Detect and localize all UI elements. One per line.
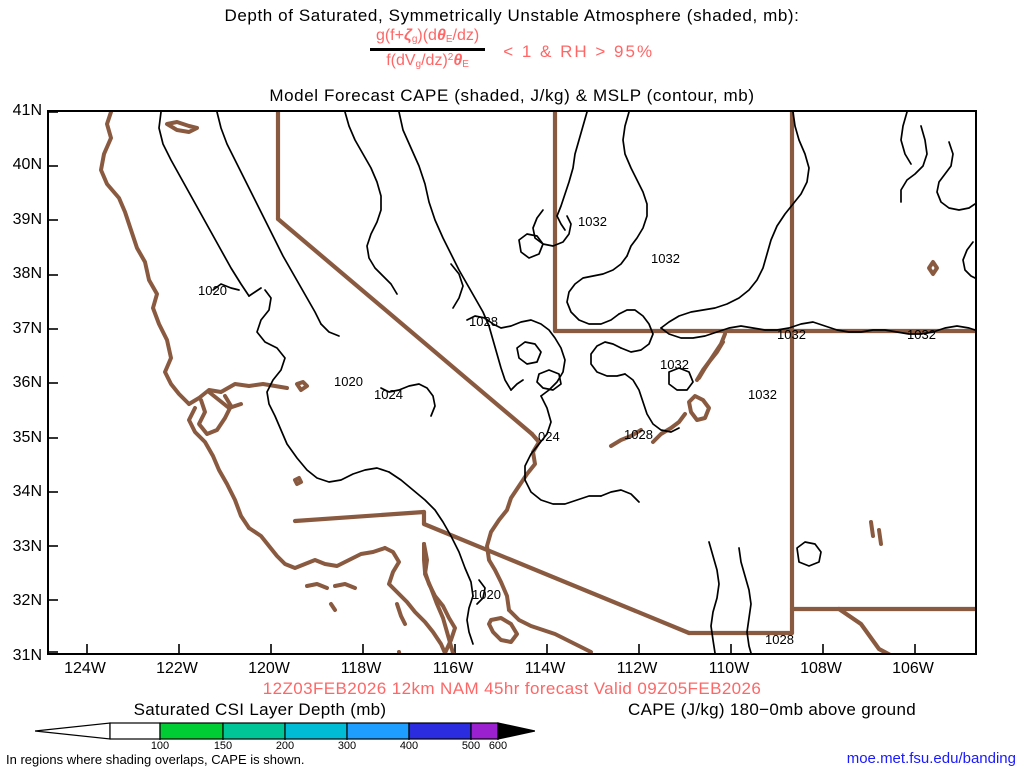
- colorbar-tick-300: 300: [337, 740, 357, 752]
- y-tick-31n: 31N: [12, 647, 42, 664]
- colorbar-tick-600: 600: [488, 740, 508, 752]
- x-tick-112w: 112W: [616, 660, 658, 677]
- axis-ticks: [49, 112, 916, 653]
- y-tick-40n: 40N: [12, 156, 42, 173]
- formula-fraction: g(f+ζg)(dθE/dz) f(dVg/dz)2θE: [369, 27, 486, 70]
- contour-label: 1032: [907, 327, 936, 342]
- y-tick-38n: 38N: [12, 265, 42, 282]
- forecast-valid-line: 12Z03FEB2026 12km NAM 45hr forecast Vali…: [262, 679, 762, 698]
- y-tick-39n: 39N: [12, 211, 42, 228]
- x-tick-114w: 114W: [524, 660, 566, 677]
- contour-label: 1020: [334, 374, 363, 389]
- site-url-link[interactable]: moe.met.fsu.edu/banding: [846, 750, 1016, 767]
- contour-label: 1020: [198, 283, 227, 298]
- overlap-note: In regions where shading overlaps, CAPE …: [6, 752, 305, 767]
- contour-label: 1028: [765, 632, 794, 647]
- contour-label: 1032: [651, 251, 680, 266]
- x-tick-124w: 124W: [64, 660, 106, 677]
- contour-label: 1032: [578, 214, 607, 229]
- x-tick-106w: 106W: [892, 660, 934, 677]
- coastline: [99, 112, 939, 653]
- y-tick-32n: 32N: [12, 592, 42, 609]
- y-tick-34n: 34N: [12, 483, 42, 500]
- y-tick-33n: 33N: [12, 538, 42, 555]
- page-subtitle: Model Forecast CAPE (shaded, J/kg) & MSL…: [269, 86, 755, 105]
- contour-label: 1032: [660, 357, 689, 372]
- contour-label: 1032: [777, 327, 806, 342]
- mslp-contours: [158, 112, 975, 653]
- formula-condition: < 1 & RH > 95%: [503, 42, 655, 61]
- formula-divider: [369, 47, 486, 51]
- colorbar[interactable]: [35, 722, 535, 740]
- legend-titles: Saturated CSI Layer Depth (mb) CAPE (J/k…: [0, 700, 1024, 720]
- legend-title-cape: CAPE (J/kg) 180−0mb above ground: [628, 700, 916, 719]
- formula-denominator: f(dVg/dz)2θE: [386, 51, 469, 70]
- x-tick-110w: 110W: [708, 660, 750, 677]
- map-plot-area[interactable]: 1020 1020 1024 1028 1032 1032 1032 1032 …: [47, 110, 977, 655]
- contour-label: 1020: [472, 587, 501, 602]
- contour-label: 1028: [624, 427, 653, 442]
- map-graphics: 1020 1020 1024 1028 1032 1032 1032 1032 …: [49, 112, 975, 653]
- page-title: Depth of Saturated, Symmetrically Unstab…: [224, 6, 800, 25]
- contour-label-group: 1020 1020 1024 1028 1032 1032 1032 1032 …: [198, 214, 936, 647]
- state-borders: [275, 112, 975, 653]
- formula-numerator: g(f+ζg)(dθE/dz): [375, 27, 480, 45]
- x-tick-108w: 108W: [800, 660, 842, 677]
- colorbar-tick-100: 100: [150, 740, 170, 752]
- x-tick-122w: 122W: [156, 660, 198, 677]
- colorbar-tick-150: 150: [213, 740, 233, 752]
- contour-label: 1032: [748, 387, 777, 402]
- x-tick-116w: 116W: [432, 660, 474, 677]
- y-tick-35n: 35N: [12, 429, 42, 446]
- colorbar-tick-500: 500: [461, 740, 481, 752]
- formula-block: g(f+ζg)(dθE/dz) f(dVg/dz)2θE < 1 & RH > …: [0, 27, 1024, 70]
- contour-label: 1028: [469, 314, 498, 329]
- x-tick-118w: 118W: [340, 660, 382, 677]
- legend-title-csi: Saturated CSI Layer Depth (mb): [133, 700, 387, 719]
- x-tick-120w: 120W: [248, 660, 290, 677]
- contour-label: 024: [538, 429, 560, 444]
- colorbar-graphic: [35, 722, 535, 740]
- y-tick-37n: 37N: [12, 320, 42, 337]
- colorbar-tick-400: 400: [399, 740, 419, 752]
- contour-label: 1024: [374, 387, 403, 402]
- y-tick-36n: 36N: [12, 374, 42, 391]
- colorbar-tick-labels: 100 150 200 300 400 500 600: [35, 740, 535, 754]
- colorbar-tick-200: 200: [275, 740, 295, 752]
